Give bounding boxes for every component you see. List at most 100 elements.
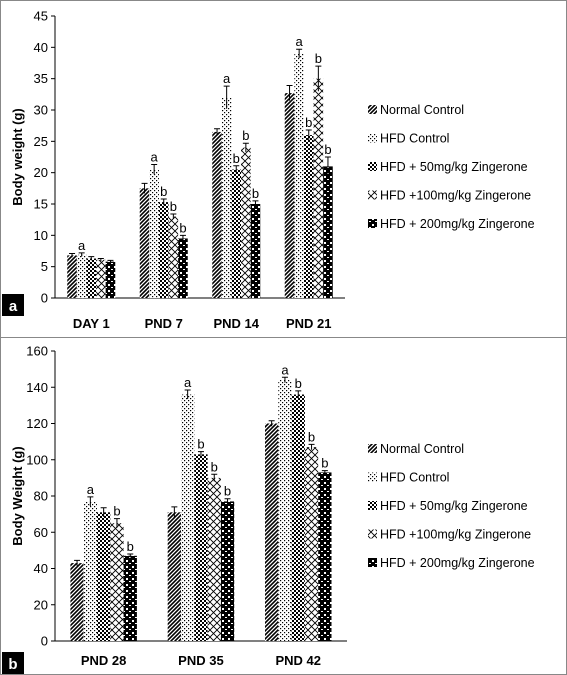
- significance-label: b: [252, 186, 259, 201]
- y-tick-label: 20: [34, 597, 48, 612]
- bar: [97, 512, 111, 641]
- bar: [231, 169, 242, 298]
- bar: [83, 501, 97, 641]
- error-bar: [223, 85, 230, 109]
- bar: [278, 380, 292, 641]
- y-tick-label: 25: [34, 134, 48, 149]
- error-bar: [100, 507, 107, 517]
- significance-label: a: [223, 71, 231, 86]
- legend-swatch: [368, 162, 377, 171]
- error-bar: [268, 420, 275, 427]
- legend-label: Normal Control: [380, 442, 464, 456]
- error-bar: [305, 129, 312, 141]
- significance-label: b: [242, 128, 249, 143]
- bar: [313, 78, 324, 299]
- significance-label: b: [211, 459, 218, 474]
- error-bar: [224, 498, 231, 505]
- y-tick-label: 35: [34, 71, 48, 86]
- bar: [168, 216, 179, 298]
- error-bar: [324, 156, 331, 176]
- error-bar: [197, 451, 204, 458]
- bar: [123, 555, 137, 641]
- significance-label: b: [324, 142, 331, 157]
- panel-label: b: [8, 656, 17, 673]
- bar: [207, 477, 221, 641]
- legend-label: HFD +100mg/kg Zingerone: [380, 189, 531, 203]
- significance-label: b: [113, 504, 120, 519]
- error-bar: [87, 496, 94, 506]
- x-tick-label: PND 14: [213, 316, 259, 331]
- error-bar: [78, 252, 85, 257]
- error-bar: [233, 165, 240, 174]
- chart-panel-a: 0 5 10 15 20 25 30 35 40 45 Body weight (g) a DAY 1 a…: [2, 9, 535, 331]
- y-tick-label: 160: [26, 344, 48, 359]
- bar: [318, 472, 332, 641]
- legend-label: HFD + 50mg/kg Zingerone: [380, 160, 528, 174]
- legend-label: HFD Control: [380, 132, 449, 146]
- bar: [303, 135, 314, 298]
- error-bar: [242, 142, 249, 152]
- bar: [178, 238, 188, 298]
- error-bar: [69, 253, 76, 258]
- error-bar: [179, 234, 186, 242]
- error-bar: [296, 48, 303, 58]
- error-bar: [88, 256, 95, 261]
- y-axis-label: Body Weight (g): [10, 446, 25, 545]
- significance-label: a: [281, 362, 289, 377]
- significance-label: b: [179, 220, 186, 235]
- y-tick-label: 0: [41, 291, 48, 306]
- legend-swatch: [368, 558, 377, 567]
- error-bar: [315, 65, 322, 92]
- bar: [110, 523, 124, 641]
- significance-label: b: [160, 184, 167, 199]
- x-tick-label: PND 28: [81, 653, 127, 668]
- y-tick-label: 40: [34, 561, 48, 576]
- error-bar: [97, 258, 104, 262]
- bar: [96, 259, 106, 298]
- legend-label: Normal Control: [380, 103, 464, 117]
- y-tick-label: 20: [34, 165, 48, 180]
- significance-label: b: [305, 115, 312, 130]
- legend-swatch: [368, 105, 377, 114]
- bar: [149, 169, 159, 298]
- error-bar: [171, 506, 178, 518]
- bar: [76, 254, 87, 298]
- y-tick-label: 120: [26, 416, 48, 431]
- significance-label: b: [197, 437, 204, 452]
- significance-label: b: [321, 456, 328, 471]
- error-bar: [184, 389, 191, 400]
- x-tick-label: PND 42: [275, 653, 321, 668]
- y-tick-label: 10: [34, 228, 48, 243]
- panel-badge: [2, 652, 24, 674]
- bar: [284, 93, 295, 298]
- x-tick-label: PND 35: [178, 653, 224, 668]
- bar: [70, 563, 84, 641]
- x-tick-label: PND 7: [145, 316, 183, 331]
- x-tick-label: PND 21: [286, 316, 332, 331]
- y-tick-label: 45: [34, 9, 48, 24]
- bar: [194, 454, 208, 641]
- bar: [167, 512, 181, 641]
- error-bar: [308, 443, 315, 450]
- legend-swatch: [368, 133, 377, 143]
- significance-label: a: [296, 34, 304, 49]
- y-tick-label: 100: [26, 452, 48, 467]
- y-axis-label: Body weight (g): [10, 108, 25, 206]
- y-tick-label: 5: [41, 259, 48, 274]
- bar: [241, 147, 251, 298]
- significance-label: b: [315, 51, 322, 66]
- bar: [291, 394, 305, 641]
- significance-label: b: [127, 539, 134, 554]
- significance-label: b: [233, 151, 240, 166]
- legend-label: HFD + 50mg/kg Zingerone: [380, 499, 528, 513]
- bar: [212, 131, 222, 298]
- legend-label: HFD + 200mg/kg Zingerone: [380, 217, 535, 231]
- error-bar: [141, 182, 148, 194]
- error-bar: [151, 164, 158, 175]
- error-bar: [321, 470, 328, 475]
- legend-swatch: [368, 501, 377, 510]
- bar: [265, 423, 279, 641]
- legend-swatch: [368, 219, 377, 228]
